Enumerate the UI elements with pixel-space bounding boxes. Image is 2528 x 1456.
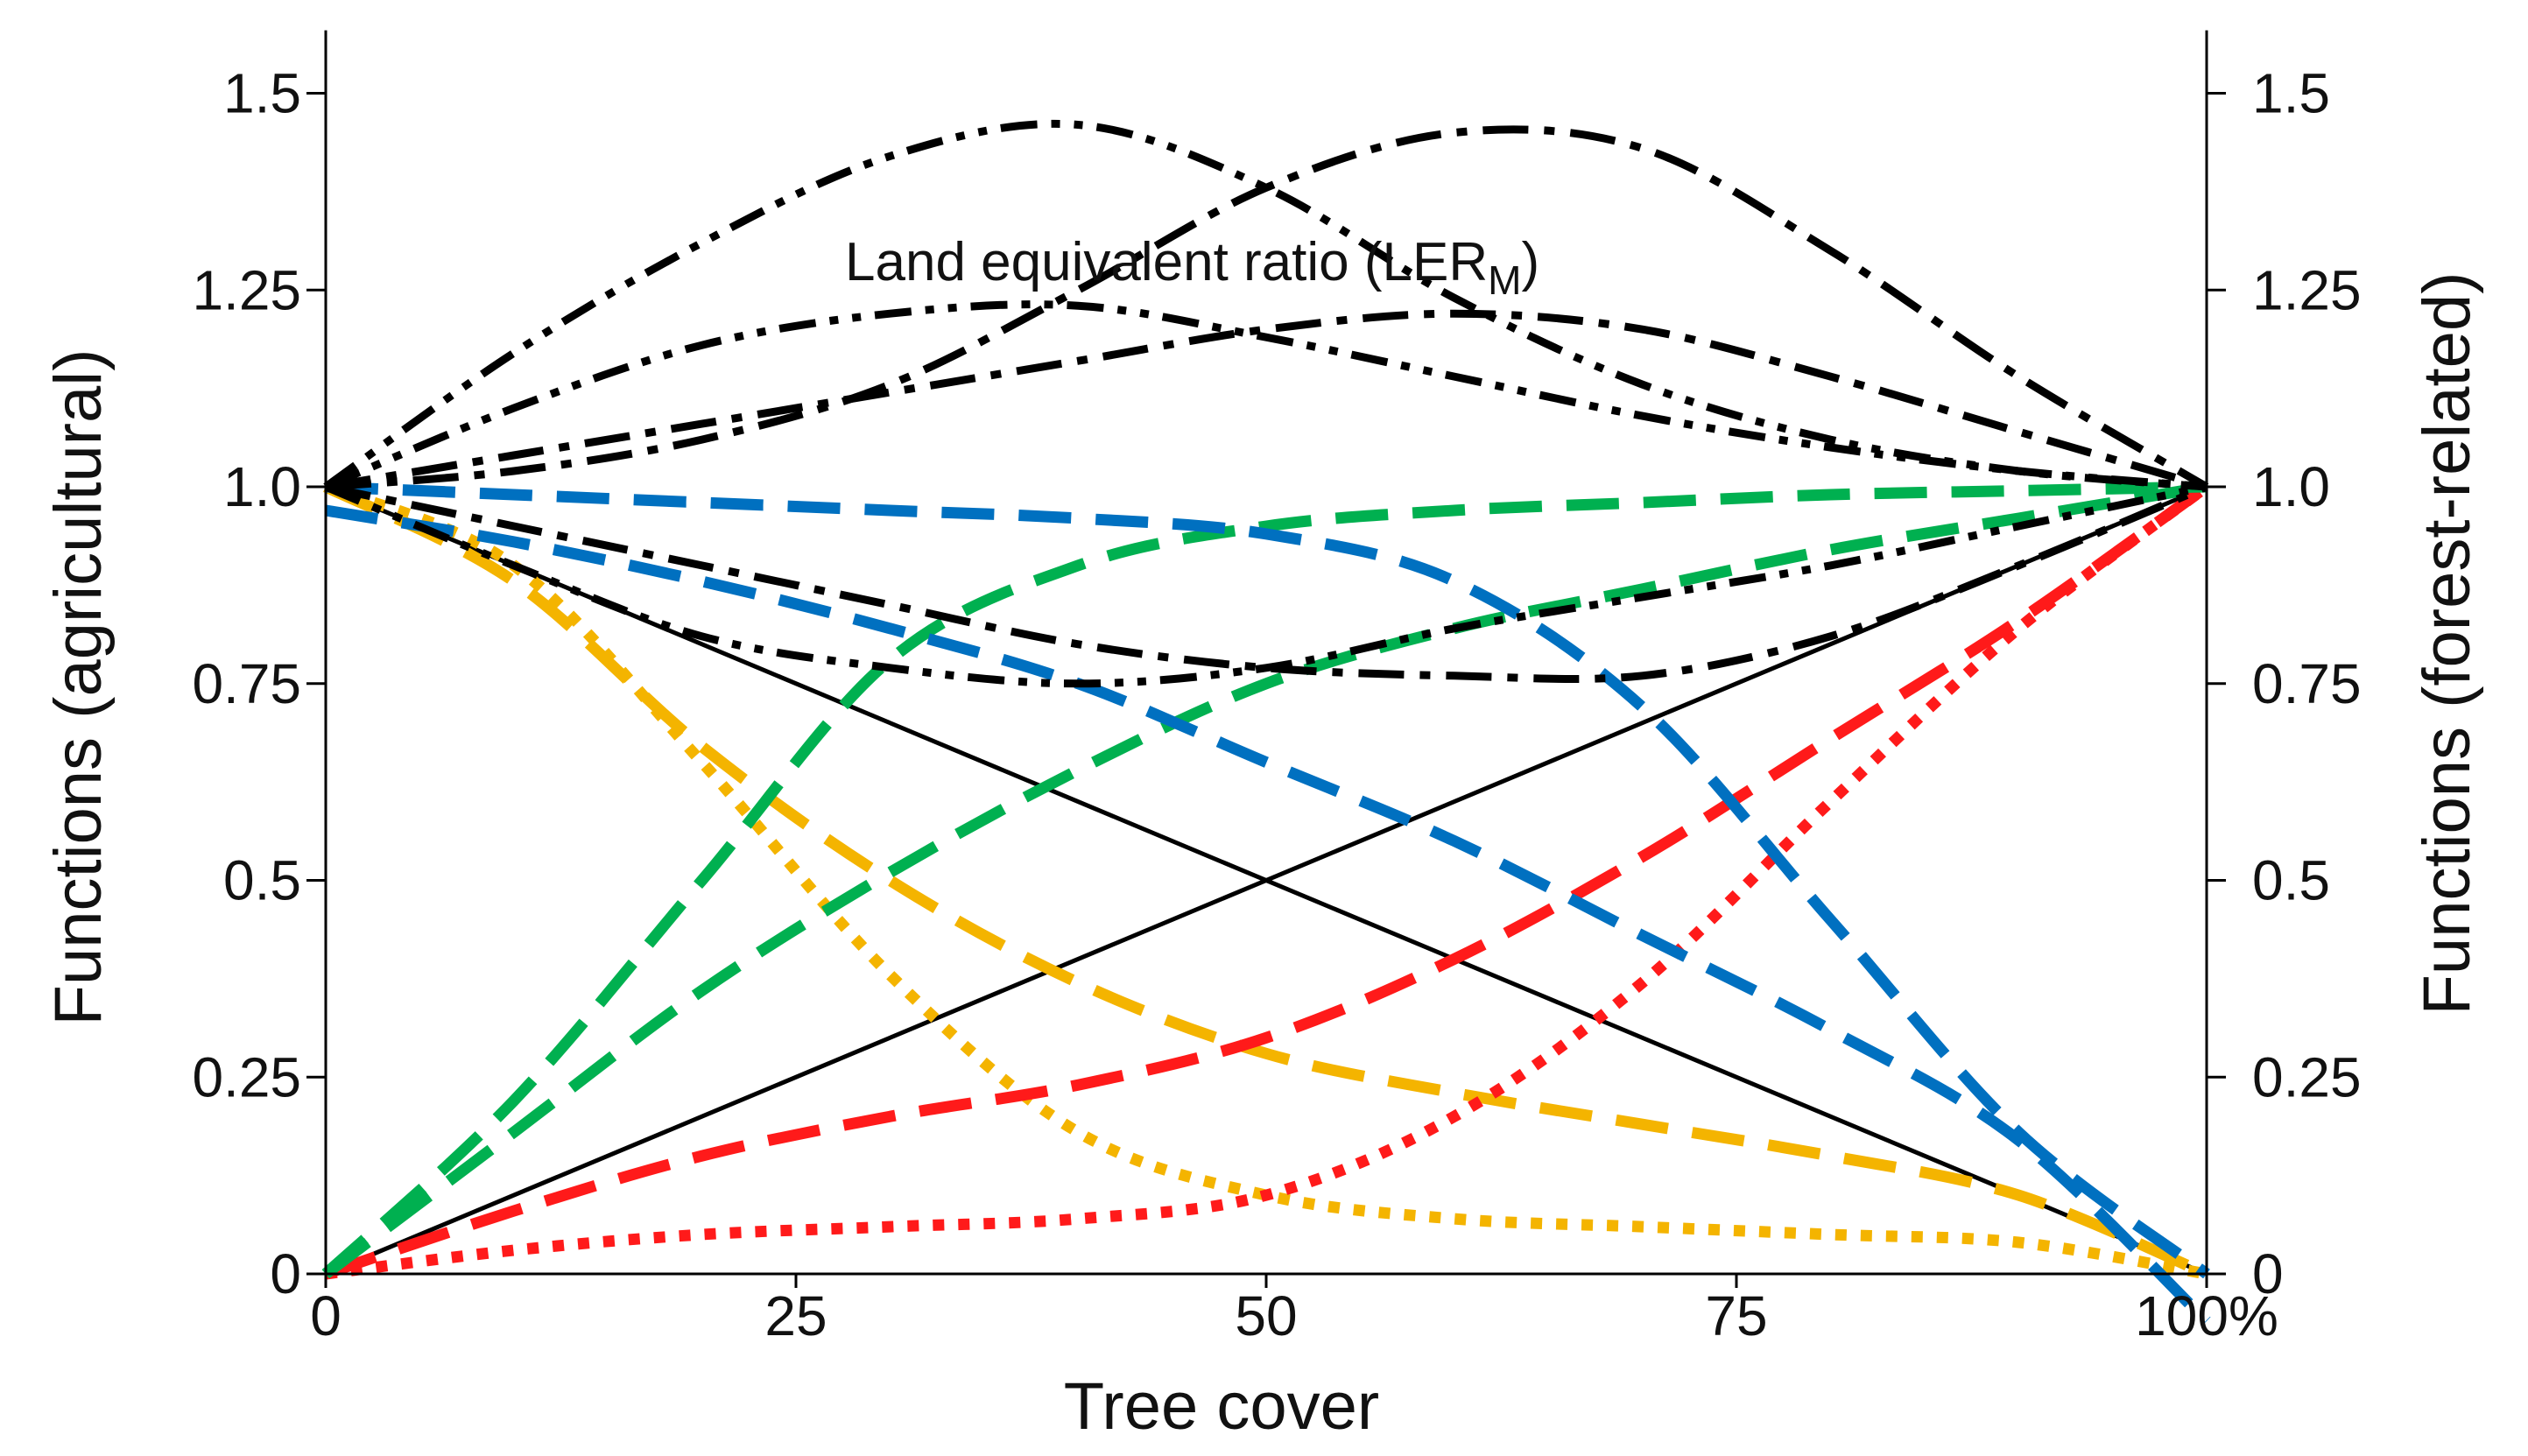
- x-tick-label-0: 0: [310, 1284, 342, 1347]
- y-tick-label-right-5: 1.25: [2252, 258, 2362, 321]
- x-tick-label-4: 100%: [2135, 1284, 2278, 1347]
- ler-annotation-subscript: M: [1488, 257, 1521, 303]
- y-tick-label-right-3: 0.75: [2252, 652, 2362, 715]
- series-line-11: [323, 119, 2208, 491]
- series-line-9: [325, 481, 2210, 1279]
- series-line-13: [324, 300, 2208, 491]
- y-tick-label-right-1: 0.25: [2252, 1045, 2362, 1108]
- series-line-12: [325, 125, 2209, 491]
- series-line-3: [323, 481, 2208, 1280]
- x-tick-label-2: 50: [1235, 1284, 1297, 1347]
- series-line-14: [325, 309, 2208, 491]
- series-line-16: [325, 482, 2208, 683]
- series-line-6: [323, 482, 2210, 1280]
- ler-annotation: Land equivalent ratio (LERM): [845, 232, 1539, 303]
- y-tick-label-right-6: 1.5: [2252, 62, 2330, 125]
- plot-area: [321, 119, 2211, 1326]
- series-line-15: [324, 482, 2208, 688]
- y-axis-right: 0 0.25 0.5 0.75 1.0 1.25 1.5: [2205, 30, 2362, 1305]
- ler-annotation-main: Land equivalent ratio (LER: [845, 232, 1488, 292]
- ler-annotation-suffix: ): [1521, 232, 1539, 292]
- y-axis-left: 0 0.25 0.5 0.75 1.0 1.25 1.5: [192, 30, 327, 1305]
- y-tick-label-left-0: 0: [270, 1242, 301, 1305]
- y-axis-title-right: Functions (forest-related): [2410, 272, 2484, 1016]
- series-line-7: [321, 481, 2208, 1278]
- y-tick-label-left-3: 0.75: [192, 652, 301, 715]
- x-axis-title: Tree cover: [1064, 1369, 1379, 1444]
- y-tick-label-left-4: 1.0: [223, 455, 301, 518]
- x-tick-label-3: 75: [1705, 1284, 1767, 1347]
- y-tick-label-left-6: 1.5: [223, 62, 301, 125]
- series-line-8: [322, 481, 2208, 1279]
- series-line-10: [324, 504, 2211, 1326]
- y-tick-label-left-2: 0.5: [223, 849, 301, 912]
- x-axis: 0 25 50 75 100%: [310, 1272, 2278, 1347]
- y-tick-label-left-5: 1.25: [192, 258, 301, 321]
- y-tick-label-right-2: 0.5: [2252, 849, 2330, 912]
- y-tick-label-left-1: 0.25: [192, 1045, 301, 1108]
- series-line-5: [325, 482, 2210, 1280]
- y-axis-title-left: Functions (agricultural): [41, 349, 116, 1026]
- y-tick-label-right-0: 0: [2252, 1242, 2284, 1305]
- y-tick-label-right-4: 1.0: [2252, 455, 2330, 518]
- x-tick-label-1: 25: [764, 1284, 827, 1347]
